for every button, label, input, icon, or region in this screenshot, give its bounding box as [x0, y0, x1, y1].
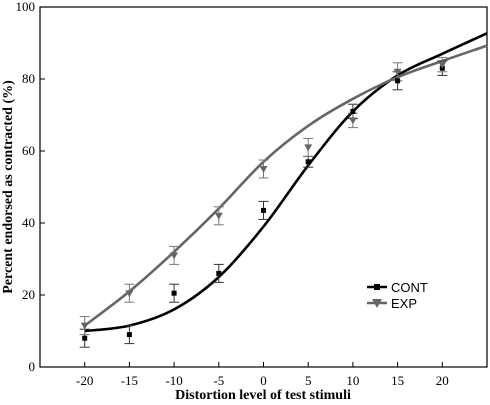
x-tick-label: 5	[305, 373, 312, 388]
legend-label-cont: CONT	[391, 280, 428, 295]
y-tick-label: 80	[22, 71, 35, 86]
fit-curve-cont	[84, 32, 488, 333]
point-exp	[259, 166, 268, 173]
y-tick-label: 100	[16, 0, 36, 14]
point-cont	[350, 108, 356, 114]
plot-area	[39, 6, 488, 368]
x-axis-title: Distortion level of test stimuli	[175, 388, 351, 403]
point-exp	[214, 212, 223, 220]
x-tick-label: 0	[260, 373, 267, 388]
plot-frame	[39, 6, 488, 368]
x-tick-label: -20	[76, 373, 93, 388]
point-cont	[261, 207, 266, 213]
point-cont	[216, 270, 222, 276]
legend-marker-cont	[374, 284, 380, 290]
point-exp	[80, 322, 89, 330]
fit-curves	[83, 32, 488, 333]
point-exp	[348, 117, 357, 125]
point-cont	[171, 290, 177, 296]
legend: CONT EXP	[367, 280, 428, 311]
x-tick-label: -5	[213, 373, 224, 388]
point-exp	[170, 252, 179, 260]
x-tick-label: -15	[121, 373, 138, 388]
point-cont	[82, 335, 88, 341]
x-axis-ticks: -20 -15 -10 -5 0 5 10 15 20	[76, 362, 449, 388]
x-tick-label: 10	[346, 373, 359, 388]
fit-curve-exp	[83, 44, 488, 327]
x-tick-label: 20	[436, 373, 449, 388]
legend-label-exp: EXP	[391, 296, 417, 311]
point-exp	[125, 290, 134, 298]
y-axis-ticks: 0 20 40 60 80 100	[16, 0, 45, 374]
point-cont	[395, 78, 401, 84]
point-exp	[304, 144, 313, 152]
y-tick-label: 20	[22, 287, 35, 302]
x-tick-label: 15	[391, 373, 404, 388]
point-exp	[393, 68, 402, 76]
y-tick-label: 60	[22, 143, 35, 158]
y-tick-label: 0	[29, 359, 36, 374]
legend-marker-exp	[372, 299, 382, 308]
point-cont	[305, 159, 311, 165]
point-exp	[438, 61, 447, 69]
y-axis-title: Percent endorsed as contracted (%)	[1, 80, 16, 294]
x-tick-label: -10	[165, 373, 182, 388]
data-points	[80, 61, 447, 341]
y-tick-label: 40	[22, 215, 35, 230]
point-cont	[126, 332, 132, 338]
